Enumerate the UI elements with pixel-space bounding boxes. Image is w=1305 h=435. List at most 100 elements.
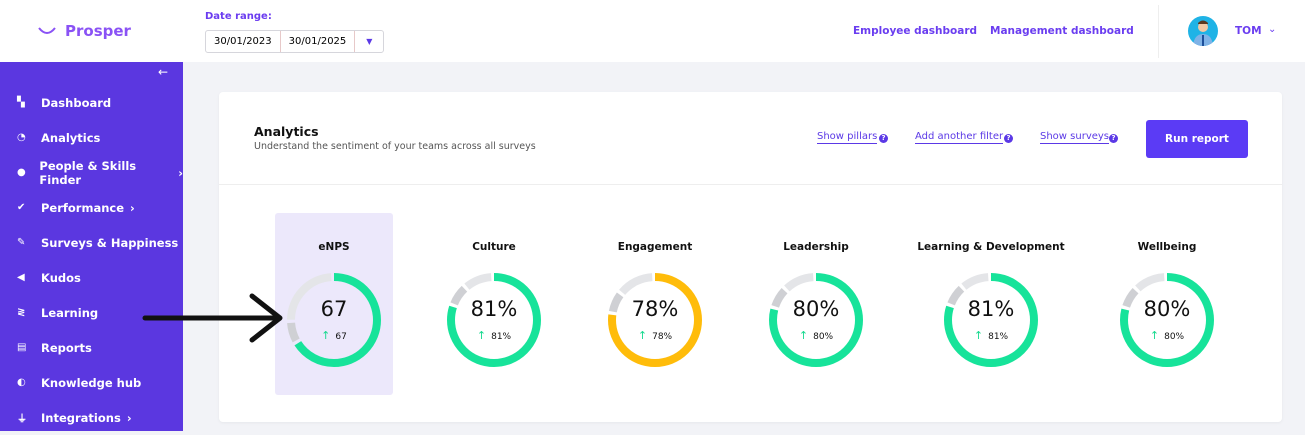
donut-chart[interactable]: 80% ↑ 80%: [766, 270, 866, 370]
brand-name: Prosper: [65, 22, 131, 40]
management-dashboard-link[interactable]: Management dashboard: [990, 25, 1134, 37]
chevron-right-icon: ›: [178, 165, 183, 180]
page-title: Analytics: [254, 124, 319, 139]
metric-value: 78%: [631, 297, 679, 321]
dashboard-icon: ▚: [17, 97, 25, 108]
arrow-up-icon: ↑: [798, 329, 809, 342]
sidebar-item-integrations[interactable]: ⏚ Integrations ›: [0, 400, 183, 435]
metric-enps[interactable]: eNPS 67 ↑ 67: [244, 241, 424, 370]
analytics-header: Analytics Understand the sentiment of yo…: [219, 92, 1282, 185]
add-filter-link[interactable]: Add another filter: [915, 131, 1004, 144]
donut-chart[interactable]: 81% ↑ 81%: [941, 270, 1041, 370]
metric-culture[interactable]: Culture 81% ↑ 81%: [404, 241, 584, 370]
date-to-input[interactable]: 30/01/2025: [281, 31, 356, 52]
sidebar-item-surveys-happiness[interactable]: ✎ Surveys & Happiness: [0, 225, 183, 260]
pie-chart-icon: ◔: [17, 132, 26, 143]
metric-value: 67: [320, 297, 348, 321]
checks-icon: ✔: [17, 202, 26, 213]
chevron-right-icon: ›: [126, 410, 132, 425]
plug-icon: ⏚: [17, 414, 27, 425]
help-icon[interactable]: ?: [1109, 134, 1118, 143]
metric-trend: ↑ 80%: [1117, 329, 1217, 342]
header-divider: [1158, 5, 1159, 58]
smile-logo-icon: [38, 27, 56, 34]
sidebar-nav: ▚ Dashboard ◔ Analytics ● People & Skills Fin…: [0, 85, 183, 435]
metric-title: Engagement: [617, 241, 693, 253]
sidebar-item-dashboard[interactable]: ▚ Dashboard: [0, 85, 183, 120]
trend-value: 67: [335, 332, 347, 342]
show-surveys-link[interactable]: Show surveys: [1040, 131, 1110, 144]
sidebar-item-label: Knowledge hub: [41, 375, 142, 390]
donut-chart[interactable]: 78% ↑ 78%: [605, 270, 705, 370]
donut-value-arc: [769, 273, 863, 367]
sidebar-item-learning[interactable]: ≷ Learning: [0, 295, 183, 330]
edit-icon: ✎: [17, 237, 26, 248]
sidebar-item-label: Analytics: [41, 130, 101, 145]
donut-chart[interactable]: 81% ↑ 81%: [444, 270, 544, 370]
donut-value-arc: [608, 273, 702, 367]
trend-value: 78%: [652, 332, 673, 342]
trend-value: 80%: [1164, 332, 1185, 342]
date-dropdown-icon[interactable]: ▼: [366, 37, 373, 46]
sidebar-item-label: Learning: [41, 305, 99, 320]
metric-value: 81%: [967, 297, 1015, 321]
sidebar-item-knowledge-hub[interactable]: ◐ Knowledge hub: [0, 365, 183, 400]
sidebar-item-reports[interactable]: ▤ Reports: [0, 330, 183, 365]
donut-value-arc: [287, 273, 381, 367]
metric-value: 80%: [792, 297, 840, 321]
arrow-up-icon: ↑: [476, 329, 487, 342]
annotation-arrow-icon: [142, 293, 283, 343]
arrow-up-icon: ↑: [321, 329, 331, 342]
sidebar-item-people-skills-finder[interactable]: ● People & Skills Finder ›: [0, 155, 183, 190]
sidebar-item-label: Kudos: [41, 270, 81, 285]
sidebar-item-kudos[interactable]: ◀ Kudos: [0, 260, 183, 295]
donut-value-arc: [944, 273, 1038, 367]
metric-title: Learning & Development: [917, 241, 1065, 253]
donut-chart[interactable]: 67 ↑ 67: [284, 270, 384, 370]
trend-value: 80%: [813, 332, 834, 342]
sidebar-item-label: Performance: [41, 200, 125, 215]
document-icon: ▤: [17, 342, 27, 353]
sidebar-item-label: Surveys & Happiness: [41, 235, 179, 250]
chevron-right-icon: ›: [130, 200, 135, 215]
metric-wellbeing[interactable]: Wellbeing 80% ↑ 80%: [1077, 241, 1257, 370]
sidebar-item-label: Integrations: [41, 410, 121, 425]
sidebar-item-label: Dashboard: [41, 95, 112, 110]
page-subtitle: Understand the sentiment of your teams a…: [254, 141, 536, 152]
help-icon[interactable]: ?: [1004, 134, 1013, 143]
metric-engagement[interactable]: Engagement 78% ↑ 78%: [565, 241, 745, 370]
metric-value: 81%: [470, 297, 518, 321]
analytics-card: Analytics Understand the sentiment of yo…: [219, 92, 1282, 422]
metric-title: Wellbeing: [1137, 241, 1197, 253]
donut-value-arc: [447, 273, 541, 367]
metric-title: Leadership: [783, 241, 849, 253]
avatar[interactable]: [1188, 16, 1218, 46]
run-report-button[interactable]: Run report: [1146, 120, 1248, 158]
metric-learning-development[interactable]: Learning & Development 81% ↑ 81%: [901, 241, 1081, 370]
date-from-input[interactable]: 30/01/2023: [206, 31, 281, 52]
metric-trend: ↑ 78%: [605, 329, 705, 342]
arrow-up-icon: ↑: [1149, 329, 1160, 342]
metric-leadership[interactable]: Leadership 80% ↑ 80%: [726, 241, 906, 370]
sidebar-item-performance[interactable]: ✔ Performance ›: [0, 190, 183, 225]
show-pillars-link[interactable]: Show pillars: [817, 131, 878, 144]
employee-dashboard-link[interactable]: Employee dashboard: [853, 25, 978, 37]
help-icon[interactable]: ?: [879, 134, 888, 143]
brand-logo[interactable]: Prosper: [37, 22, 131, 40]
arrow-up-icon: ↑: [973, 329, 984, 342]
chevron-down-icon[interactable]: ⌄: [1268, 24, 1277, 35]
sidebar-item-analytics[interactable]: ◔ Analytics: [0, 120, 183, 155]
sidebar: ← ▚ Dashboard ◔ Analytics ● People & Skills F…: [0, 62, 183, 431]
learning-icon: ≷: [17, 307, 26, 318]
donut-chart[interactable]: 80% ↑ 80%: [1117, 270, 1217, 370]
megaphone-icon: ◀: [17, 272, 25, 283]
user-name[interactable]: TOM: [1235, 25, 1262, 37]
sidebar-item-label: People & Skills Finder: [39, 158, 137, 187]
metric-trend: ↑ 81%: [444, 329, 544, 342]
sidebar-item-label: Reports: [41, 340, 92, 355]
date-range-label: Date range:: [205, 11, 272, 22]
trend-value: 81%: [988, 332, 1009, 342]
arrow-up-icon: ↑: [637, 329, 648, 342]
metric-trend: ↑ 80%: [766, 329, 866, 342]
collapse-sidebar-icon[interactable]: ←: [158, 65, 169, 79]
